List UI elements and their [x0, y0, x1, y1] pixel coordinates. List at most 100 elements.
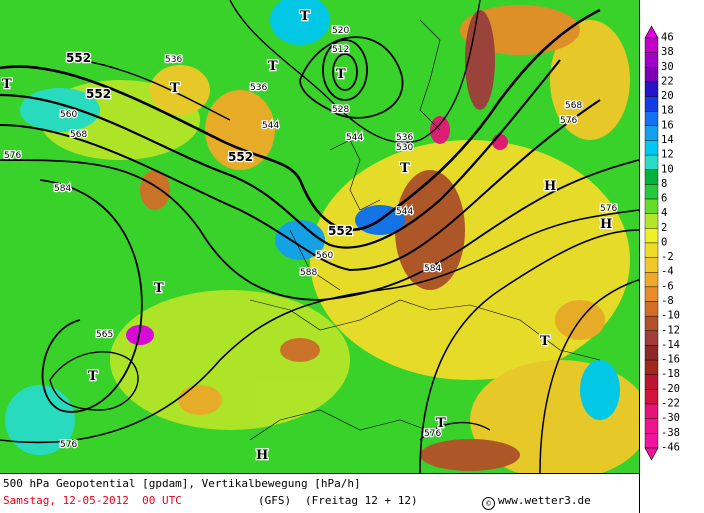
legend-colorbar: 4638302220181614121086420-2-4-6-8-10-12-… [644, 25, 680, 461]
legend-tick-label: -8 [661, 295, 674, 307]
legend-swatch [644, 154, 659, 170]
legend-swatch [644, 213, 659, 229]
legend-swatch [644, 198, 659, 214]
high-pressure-marker: H [544, 179, 556, 194]
contour-label: 528 [332, 105, 349, 115]
legend-swatch [644, 330, 659, 346]
low-pressure-marker: T [154, 281, 164, 296]
run-info: (Freitag 12 + 12) [305, 494, 418, 507]
model-name: (GFS) [258, 494, 292, 507]
contour-label: 568 [565, 101, 582, 111]
contour-label: 560 [60, 110, 77, 120]
legend-arrow-bottom [644, 447, 659, 461]
legend-tick-label: 16 [661, 119, 674, 131]
legend-swatch [644, 140, 659, 156]
contour-label: 544 [396, 207, 413, 217]
low-pressure-marker: T [170, 81, 180, 96]
legend-tick-label: -30 [661, 412, 680, 424]
legend-tick-label: 14 [661, 134, 674, 146]
high-pressure-marker: H [256, 448, 268, 463]
contour-label: 568 [70, 130, 87, 140]
legend-tick-label: 8 [661, 178, 667, 190]
legend-swatch [644, 81, 659, 97]
legend-swatch [644, 301, 659, 317]
low-pressure-marker: T [300, 9, 310, 24]
credit-link[interactable]: www.wetter3.de [498, 494, 591, 507]
legend-tick-label: -2 [661, 251, 674, 263]
contour-label: 552 [328, 224, 353, 238]
contour-label: 536 [396, 133, 413, 143]
contour-label: 576 [4, 151, 21, 161]
legend-swatch [644, 403, 659, 419]
legend-tick-label: 4 [661, 207, 667, 219]
legend-swatch [644, 67, 659, 83]
contour-label: 544 [346, 133, 363, 143]
legend-tick-label: -16 [661, 354, 680, 366]
legend-tick-label: 20 [661, 90, 674, 102]
legend-swatch [644, 110, 659, 127]
legend-swatch [644, 96, 659, 112]
legend-swatch [644, 272, 659, 288]
low-pressure-marker: T [2, 77, 12, 92]
contour-label: 536 [250, 83, 267, 93]
legend-arrow-top [644, 25, 659, 39]
contour-label: 560 [316, 251, 333, 261]
legend-swatch [644, 315, 659, 332]
high-pressure-marker: H [600, 217, 612, 232]
legend-swatch [644, 125, 659, 141]
legend-tick-label: 2 [661, 222, 667, 234]
legend-tick-label: 10 [661, 163, 674, 175]
legend-swatch [644, 433, 659, 449]
copyright-icon: © [482, 497, 495, 510]
legend-swatch [644, 228, 659, 244]
contour-label: 584 [424, 264, 441, 274]
map-title: 500 hPa Geopotential [gpdam], Vertikalbe… [3, 477, 361, 490]
legend-swatch [644, 169, 659, 185]
legend-tick-label: 18 [661, 105, 674, 117]
contour-label: 552 [66, 51, 91, 65]
legend-tick-label: -4 [661, 266, 674, 278]
contour-label: 512 [332, 45, 349, 55]
legend-tick-label: -46 [661, 441, 680, 453]
geopotential-contours [0, 0, 640, 474]
contour-label: 520 [332, 26, 349, 36]
map-labels: 552 552 552 552 544 544 544 536 536 536 528 520 512 5… [1, 8, 619, 465]
legend-swatch [644, 242, 659, 258]
map-canvas: 552 552 552 552 544 544 544 536 536 536 528 520 512 5… [0, 0, 650, 480]
contour-label: 576 [560, 116, 577, 126]
legend-tick-label: 38 [661, 46, 674, 58]
low-pressure-marker: T [540, 334, 550, 349]
weather-map: 552 552 552 552 544 544 544 536 536 536 528 520 512 5… [0, 0, 650, 480]
legend-tick-label: -10 [661, 310, 680, 322]
contour-label: 544 [262, 121, 279, 131]
color-legend: 46 38 30 22 20 18 16 14 12 10 8 6 4 2 0 -2 -4 -6 -8 -10 -12-… [641, 0, 704, 474]
legend-tick-label: -38 [661, 427, 680, 439]
legend-tick-label: 6 [661, 193, 667, 205]
contour-label: 576 [600, 204, 617, 214]
legend-tick-label: -6 [661, 280, 674, 292]
legend-tick-label: -22 [661, 398, 680, 410]
vertical-motion-fields [5, 0, 650, 480]
contour-label: 576 [60, 440, 77, 450]
legend-tick-label: 46 [661, 32, 674, 44]
legend-tick-label: 30 [661, 61, 674, 73]
contour-label: 584 [54, 184, 71, 194]
credit[interactable]: © www.wetter3.de [482, 494, 591, 510]
legend-tick-label: -14 [661, 339, 680, 351]
low-pressure-marker: T [268, 59, 278, 74]
footer: 500 hPa Geopotential [gpdam], Vertikalbe… [0, 474, 640, 513]
legend-swatch [644, 418, 659, 434]
legend-tick-label: 0 [661, 236, 667, 248]
contour-label: 530 [396, 143, 413, 153]
legend-swatch [644, 374, 659, 390]
legend-tick-label: 12 [661, 149, 674, 161]
legend-swatch [644, 184, 659, 200]
low-pressure-marker: T [436, 416, 446, 431]
contour-label: 552 [228, 150, 253, 164]
legend-tick-label: 22 [661, 75, 674, 87]
low-pressure-marker: T [400, 161, 410, 176]
contour-label: 588 [300, 268, 317, 278]
legend-swatch [644, 52, 659, 68]
legend-swatch [644, 286, 659, 302]
low-pressure-marker: T [336, 67, 346, 82]
